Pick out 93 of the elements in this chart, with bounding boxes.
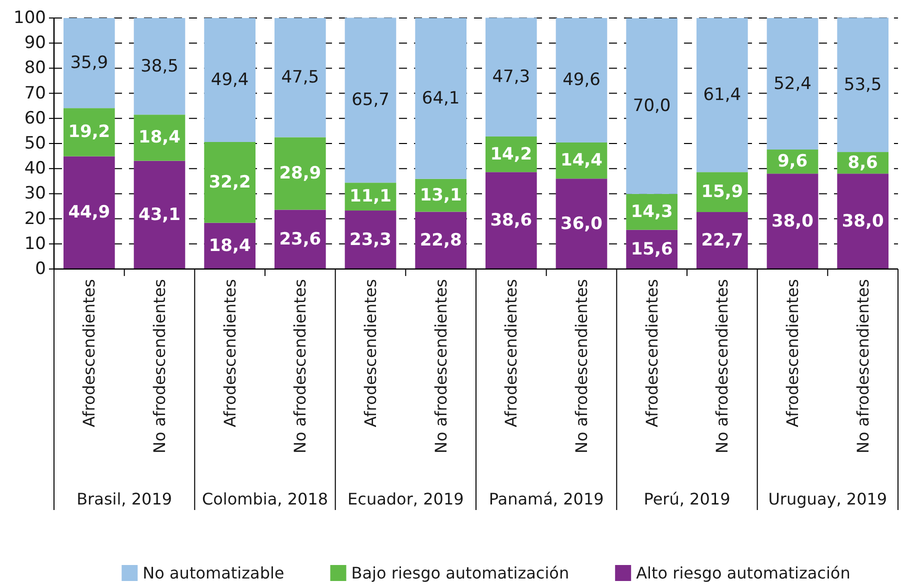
bar	[556, 18, 608, 142]
bar	[696, 212, 748, 269]
data-label: 18,4	[208, 236, 251, 256]
bar	[837, 18, 889, 152]
x-tick-label: No afrodescendientes	[572, 279, 591, 454]
data-label: 13,1	[420, 185, 462, 206]
legend-label: Alto riesgo automatización	[636, 564, 850, 582]
legend-label: No automatizable	[142, 564, 284, 582]
y-tick-label: 20	[24, 208, 46, 229]
data-label: 14,4	[560, 150, 603, 171]
data-label: 38,0	[842, 211, 884, 232]
data-label: 64,1	[422, 88, 460, 108]
data-label: 38,0	[772, 211, 814, 232]
data-label: 11,1	[350, 186, 392, 207]
data-label: 22,8	[420, 230, 462, 250]
data-label: 61,4	[703, 85, 742, 106]
data-label: 47,3	[492, 67, 530, 88]
data-label: 9,6	[777, 152, 808, 172]
bar	[485, 172, 537, 269]
y-tick-label: 40	[24, 158, 46, 179]
data-label: 14,2	[490, 144, 532, 164]
data-label: 47,5	[281, 68, 320, 88]
bar	[485, 18, 537, 136]
y-tick-label: 100	[14, 8, 46, 28]
data-label: 70,0	[632, 96, 671, 116]
bar	[134, 18, 186, 115]
y-tick-label: 50	[24, 134, 46, 154]
bar	[63, 18, 115, 108]
y-tick-label: 10	[24, 234, 46, 254]
bar	[415, 212, 467, 269]
legend-label: Bajo riesgo automatización	[351, 564, 570, 582]
x-tick-label: Afrodescendientes	[642, 279, 662, 428]
bar	[344, 210, 396, 269]
data-label: 44,9	[68, 202, 110, 223]
data-label: 32,2	[208, 172, 251, 192]
data-label: 35,9	[70, 53, 108, 74]
bar	[415, 18, 467, 179]
bar	[766, 174, 818, 269]
x-tick-label: Afrodescendientes	[783, 279, 802, 428]
text: Uruguay, 2019	[768, 490, 888, 508]
x-tick-label: Afrodescendientes	[361, 279, 380, 428]
data-label: 43,1	[138, 204, 180, 225]
x-tick-label: Afrodescendientes	[502, 279, 521, 428]
bar	[204, 142, 256, 223]
data-label: 18,4	[138, 128, 181, 148]
bar	[626, 18, 678, 194]
x-tick-label: No afrodescendientes	[712, 279, 732, 454]
x-tick-label: No afrodescendientes	[431, 279, 450, 454]
bar	[274, 18, 326, 138]
data-label: 14,3	[630, 202, 673, 222]
text: Colombia, 2018	[202, 490, 328, 508]
bar	[63, 156, 115, 269]
bar	[274, 210, 326, 269]
data-label: 36,0	[560, 214, 603, 234]
data-label: 19,2	[68, 122, 110, 142]
data-label: 15,9	[701, 182, 744, 202]
x-tick-label: Afrodescendientes	[80, 279, 99, 428]
x-tick-label: No afrodescendientes	[853, 279, 872, 454]
x-tick-label: Afrodescendientes	[220, 279, 240, 428]
data-label: 49,4	[210, 70, 249, 90]
bar	[766, 18, 818, 150]
text: Brasil, 2019	[76, 490, 172, 508]
data-label: 23,6	[279, 229, 322, 250]
y-tick-label: 90	[24, 33, 46, 54]
data-label: 38,5	[140, 56, 178, 76]
data-label: 22,7	[701, 230, 744, 251]
bar	[344, 18, 396, 183]
data-label: 23,3	[350, 230, 392, 250]
data-label: 65,7	[352, 90, 390, 110]
bar	[63, 108, 115, 156]
data-label: 52,4	[774, 74, 812, 94]
data-label: 28,9	[279, 163, 322, 184]
text: Perú, 2019	[644, 490, 730, 508]
y-tick-label: 0	[35, 259, 46, 279]
bar	[696, 18, 748, 172]
y-tick-label: 30	[24, 184, 46, 204]
bar	[134, 160, 186, 269]
bar	[204, 18, 256, 142]
data-label: 53,5	[844, 74, 882, 95]
bar	[837, 174, 889, 269]
data-label: 38,6	[490, 210, 532, 231]
bar	[274, 137, 326, 210]
bar	[556, 178, 608, 269]
text: Ecuador, 2019	[348, 490, 464, 508]
x-tick-label: No afrodescendientes	[150, 279, 169, 454]
data-label: 8,6	[848, 152, 878, 173]
x-tick-label: No afrodescendientes	[290, 279, 310, 454]
y-tick-label: 80	[24, 58, 46, 78]
y-tick-label: 70	[24, 83, 46, 104]
text: Panamá, 2019	[488, 490, 604, 508]
data-label: 49,6	[562, 70, 600, 90]
data-label: 15,6	[630, 239, 673, 260]
y-tick-label: 60	[24, 108, 46, 128]
